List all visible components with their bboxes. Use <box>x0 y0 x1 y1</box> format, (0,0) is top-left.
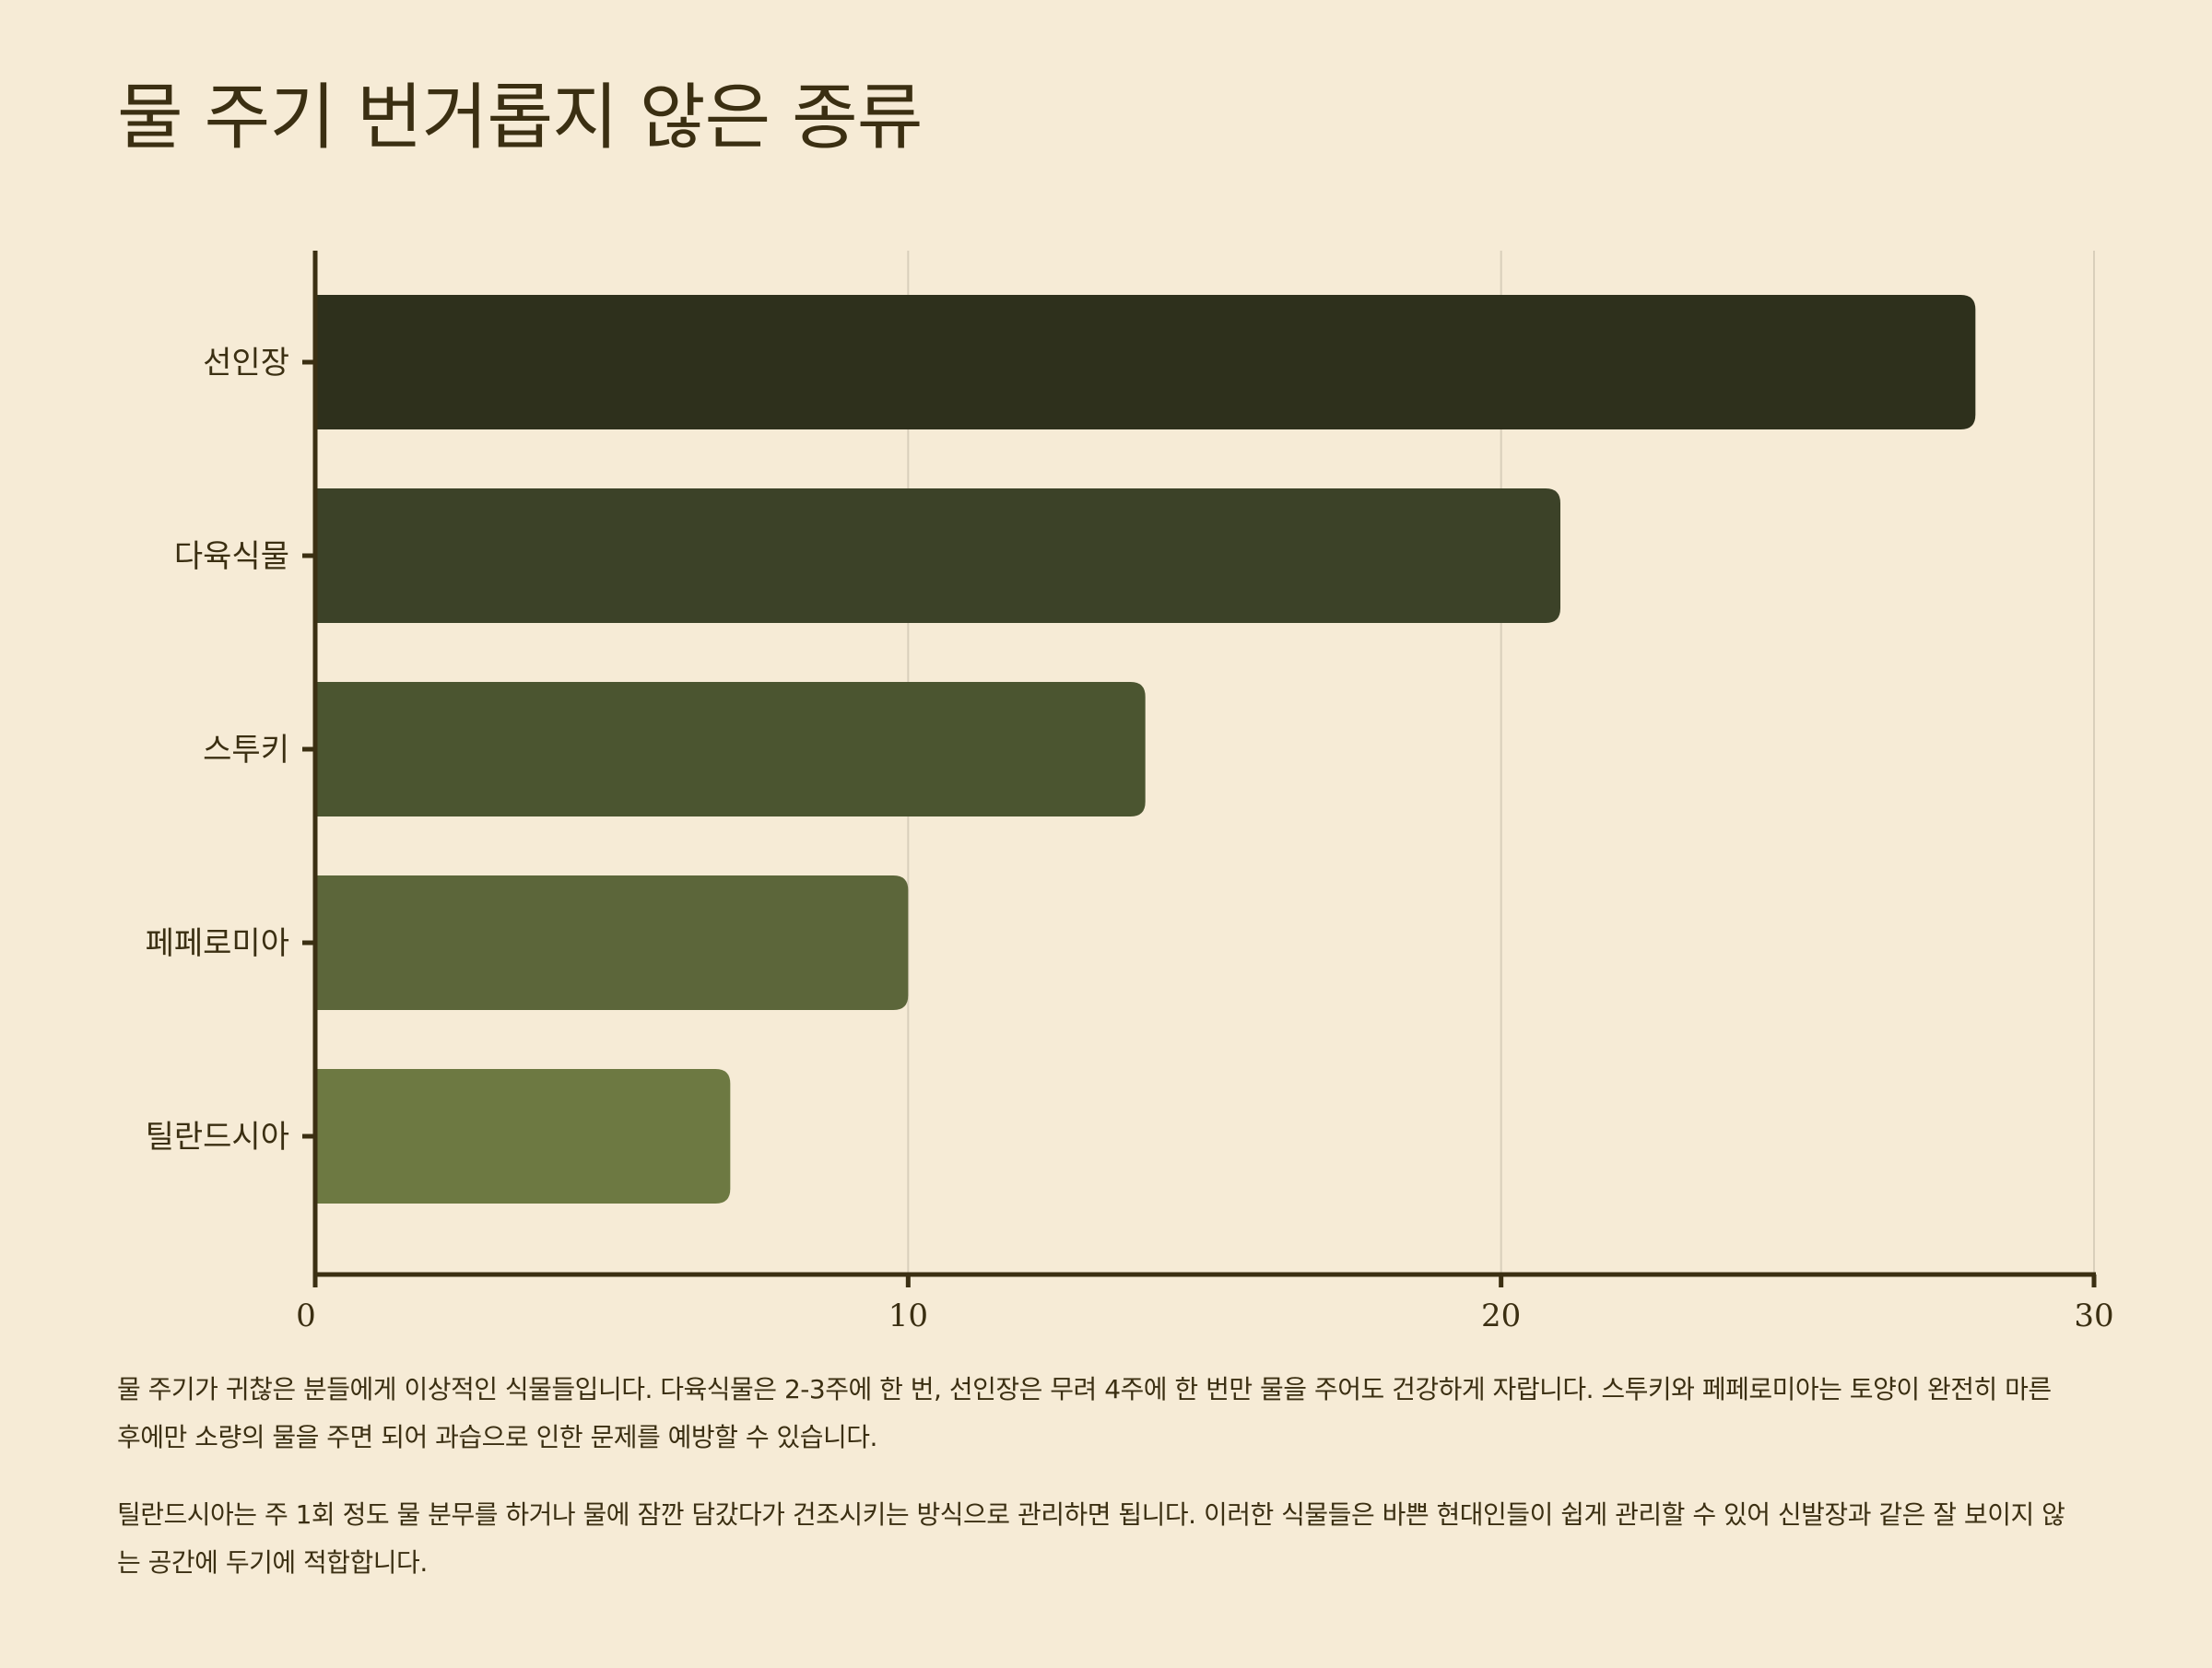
y-tick-label-2: 다육식물 <box>174 538 289 575</box>
x-tick-label-0: 0 <box>296 1298 316 1334</box>
description-paragraph-1: 물 주기가 귀찮은 분들에게 이상적인 식물들입니다. 다육식물은 2-3주에 … <box>117 1374 2052 1452</box>
page-title: 물 주기 번거롭지 않은 종류 <box>117 76 924 159</box>
bar-4 <box>315 875 909 1010</box>
axes <box>302 251 2097 1287</box>
y-tick-label-5: 틸란드시아 <box>146 1119 289 1156</box>
bar-5 <box>315 1069 731 1204</box>
bar-1 <box>315 295 1976 429</box>
bars <box>315 295 1976 1204</box>
x-tick-label-30: 30 <box>2074 1298 2113 1334</box>
y-tick-label-3: 스투키 <box>203 732 289 769</box>
y-tick-label-4: 페페로미아 <box>146 925 289 962</box>
bar-2 <box>315 488 1560 623</box>
description-paragraph-2: 틸란드시아는 주 1회 정도 물 분무를 하거나 물에 잠깐 담갔다가 건조시키… <box>117 1499 2065 1578</box>
x-tick-label-10: 10 <box>888 1298 928 1334</box>
bar-3 <box>315 682 1146 816</box>
y-tick-label-1: 선인장 <box>203 345 289 382</box>
x-tick-label-20: 20 <box>1481 1298 1521 1334</box>
